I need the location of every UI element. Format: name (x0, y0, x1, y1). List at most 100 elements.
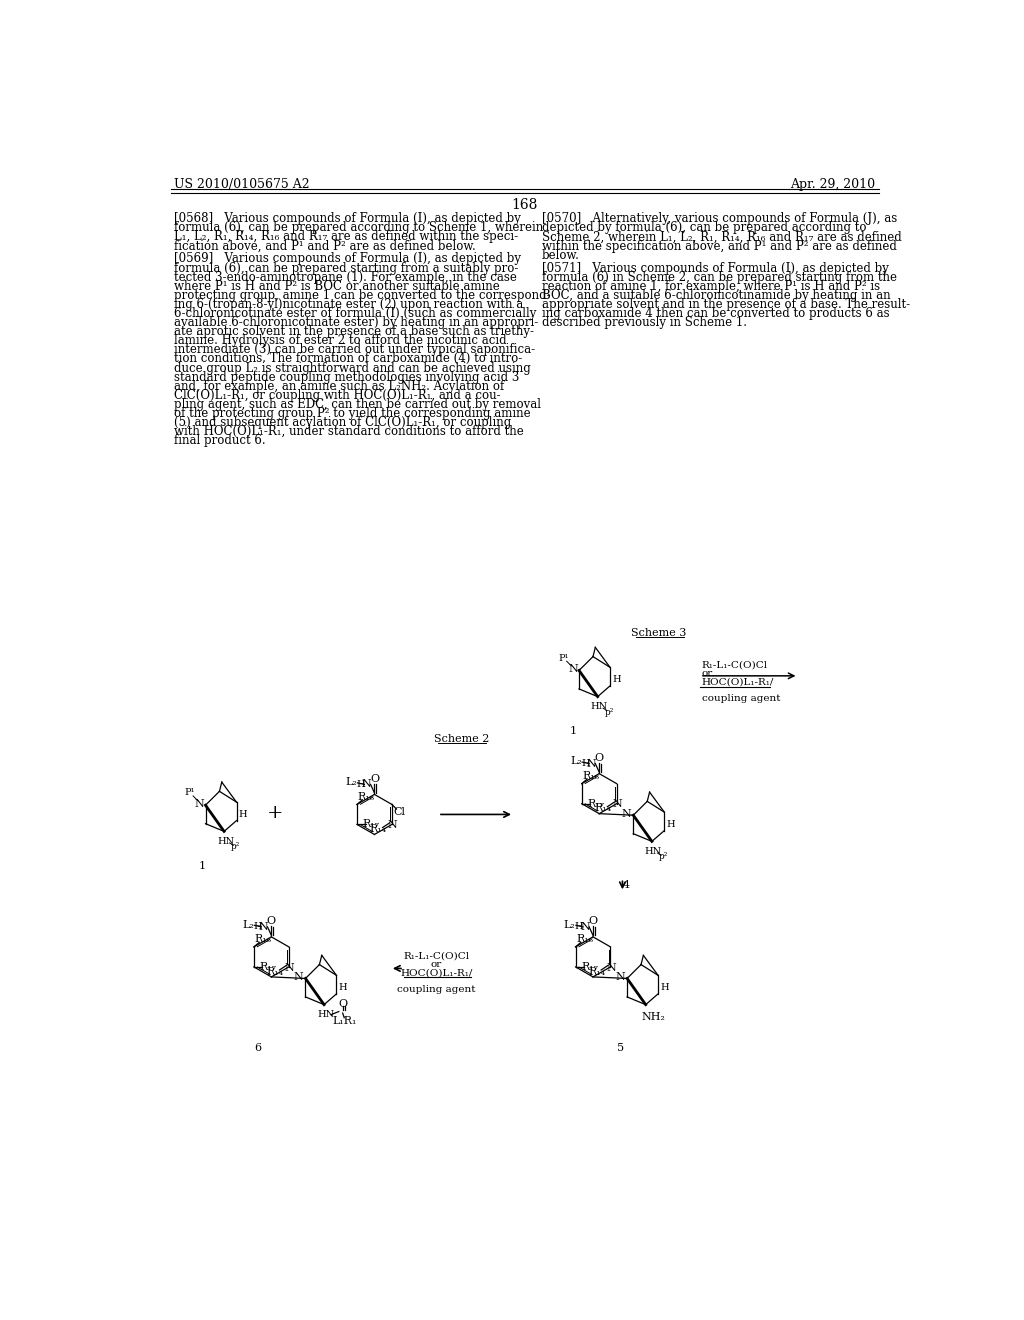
Text: reaction of amine 1, for example, where P¹ is H and P² is: reaction of amine 1, for example, where … (542, 280, 880, 293)
Text: coupling agent: coupling agent (397, 985, 476, 994)
Text: tion conditions. The formation of carboxamide (4) to intro-: tion conditions. The formation of carbox… (174, 352, 522, 366)
Text: R₁₆: R₁₆ (357, 792, 375, 801)
Text: N: N (615, 972, 625, 982)
Text: N: N (259, 921, 268, 932)
Text: ate aprotic solvent in the presence of a base such as triethy-: ate aprotic solvent in the presence of a… (174, 325, 535, 338)
Text: or: or (701, 669, 713, 678)
Text: HOC(O)L₁-R₁/: HOC(O)L₁-R₁/ (701, 677, 774, 686)
Text: N: N (612, 800, 623, 809)
Text: fication above, and P¹ and P² are as defined below.: fication above, and P¹ and P² are as def… (174, 239, 476, 252)
Text: 168: 168 (512, 198, 538, 213)
Text: P¹: P¹ (184, 788, 196, 797)
Text: where P¹ is H and P² is BOC or another suitable amine: where P¹ is H and P² is BOC or another s… (174, 280, 501, 293)
Text: N: N (568, 664, 578, 675)
Text: O: O (595, 754, 604, 763)
Text: ing carboxamide 4 then can be converted to products 6 as: ing carboxamide 4 then can be converted … (542, 308, 890, 319)
Text: N: N (581, 921, 590, 932)
Text: P¹: P¹ (558, 653, 568, 663)
Text: HN: HN (645, 847, 662, 855)
Text: [0571]   Various compounds of Formula (I), as depicted by: [0571] Various compounds of Formula (I),… (542, 261, 889, 275)
Text: L₂: L₂ (243, 920, 254, 929)
Text: O: O (267, 916, 275, 927)
Text: N: N (361, 779, 372, 789)
Text: H: H (660, 983, 669, 993)
Text: H: H (667, 820, 675, 829)
Text: described previously in Scheme 1.: described previously in Scheme 1. (542, 315, 746, 329)
Text: (5) and subsequent acylation of ClC(O)L₁-R₁, or coupling: (5) and subsequent acylation of ClC(O)L₁… (174, 416, 512, 429)
Text: lamine. Hydrolysis of ester 2 to afford the nicotinic acid: lamine. Hydrolysis of ester 2 to afford … (174, 334, 507, 347)
Text: coupling agent: coupling agent (701, 694, 780, 704)
Text: standard peptide coupling methodologies involving acid 3: standard peptide coupling methodologies … (174, 371, 520, 384)
Text: HN: HN (317, 1010, 334, 1019)
Text: R₁₇: R₁₇ (362, 820, 380, 829)
Text: R₁-L₁-C(O)Cl: R₁-L₁-C(O)Cl (701, 660, 768, 669)
Text: available 6-chloronicotinate ester) by heating in an appropri-: available 6-chloronicotinate ester) by h… (174, 315, 539, 329)
Text: R₁₇: R₁₇ (259, 962, 276, 972)
Text: H: H (581, 759, 590, 768)
Text: R₁-L₁-C(O)Cl: R₁-L₁-C(O)Cl (403, 952, 470, 961)
Text: final product 6.: final product 6. (174, 434, 266, 447)
Text: R₁₄: R₁₄ (266, 966, 284, 977)
Text: appropriate solvent and in the presence of a base. The result-: appropriate solvent and in the presence … (542, 298, 910, 312)
Text: N: N (294, 972, 303, 982)
Text: Cl: Cl (393, 807, 406, 817)
Text: N: N (606, 962, 616, 973)
Text: N: N (285, 962, 295, 973)
Text: HN: HN (217, 837, 234, 846)
Text: [0568]   Various compounds of Formula (I), as depicted by: [0568] Various compounds of Formula (I),… (174, 213, 521, 226)
Text: O: O (338, 999, 347, 1008)
Text: protecting group, amine 1 can be converted to the correspond-: protecting group, amine 1 can be convert… (174, 289, 551, 302)
Text: H: H (253, 923, 262, 932)
Text: R₁₆: R₁₆ (583, 771, 600, 781)
Text: formula (6), can be prepared according to Scheme 1, wherein: formula (6), can be prepared according t… (174, 222, 544, 235)
Text: of the protecting group P² to yield the corresponding amine: of the protecting group P² to yield the … (174, 407, 531, 420)
Text: L₂: L₂ (345, 777, 357, 787)
Text: R₁₇: R₁₇ (587, 799, 604, 809)
Text: depicted by formula (6), can be prepared according to: depicted by formula (6), can be prepared… (542, 222, 866, 235)
Text: N: N (195, 799, 204, 809)
Text: H: H (356, 780, 365, 789)
Text: BOC, and a suitable 6-chloronicotinamide by heating in an: BOC, and a suitable 6-chloronicotinamide… (542, 289, 891, 302)
Text: 6-chloronicotinate ester of formula (I) (such as commercially: 6-chloronicotinate ester of formula (I) … (174, 308, 537, 319)
Text: pling agent, such as EDC, can then be carried out by removal: pling agent, such as EDC, can then be ca… (174, 397, 542, 411)
Text: formula (6) in Scheme 2, can be prepared starting from the: formula (6) in Scheme 2, can be prepared… (542, 271, 897, 284)
Text: [0570]   Alternatively, various compounds of Formula (J), as: [0570] Alternatively, various compounds … (542, 213, 897, 226)
Text: R₁₆: R₁₆ (255, 935, 271, 944)
Text: O: O (589, 916, 598, 927)
Text: L₂: L₂ (564, 920, 575, 929)
Text: formula (6), can be prepared starting from a suitably pro-: formula (6), can be prepared starting fr… (174, 261, 519, 275)
Text: [0569]   Various compounds of Formula (I), as depicted by: [0569] Various compounds of Formula (I),… (174, 252, 521, 265)
Text: 4: 4 (623, 880, 630, 890)
Text: L₁R₁: L₁R₁ (332, 1016, 356, 1026)
Text: US 2010/0105675 A2: US 2010/0105675 A2 (174, 178, 310, 190)
Text: and, for example, an amine such as L₂NH₂. Acylation of: and, for example, an amine such as L₂NH₂… (174, 380, 505, 392)
Text: intermediate (3) can be carried out under typical saponifica-: intermediate (3) can be carried out unde… (174, 343, 536, 356)
Text: Apr. 29, 2010: Apr. 29, 2010 (790, 178, 876, 190)
Text: H: H (239, 810, 247, 818)
Text: Scheme 3: Scheme 3 (631, 628, 686, 638)
Text: with HOC(O)L₁-R₁, under standard conditions to afford the: with HOC(O)L₁-R₁, under standard conditi… (174, 425, 524, 438)
Text: HN: HN (591, 702, 608, 711)
Text: 6: 6 (254, 1043, 261, 1053)
Text: or: or (431, 960, 442, 969)
Text: N: N (388, 820, 397, 830)
Text: Scheme 2: Scheme 2 (433, 734, 488, 744)
Text: NH₂: NH₂ (641, 1012, 666, 1022)
Text: p²: p² (604, 708, 614, 717)
Text: H: H (574, 923, 584, 932)
Text: L₂: L₂ (570, 756, 582, 767)
Text: N: N (587, 759, 596, 768)
Text: ClC(O)L₁-R₁, or coupling with HOC(O)L₁-R₁, and a cou-: ClC(O)L₁-R₁, or coupling with HOC(O)L₁-R… (174, 389, 501, 401)
Text: R₁₆: R₁₆ (577, 935, 594, 944)
Text: N: N (622, 809, 631, 818)
Text: p²: p² (231, 842, 241, 851)
Text: 1: 1 (570, 726, 578, 735)
Text: R₁₄: R₁₄ (594, 804, 611, 813)
Text: p²: p² (658, 853, 669, 861)
Text: below.: below. (542, 248, 580, 261)
Text: Scheme 2, wherein L₁, L₂, R₁, R₁₄, R₁₆ and R₁₇ are as defined: Scheme 2, wherein L₁, L₂, R₁, R₁₄, R₁₆ a… (542, 231, 901, 243)
Text: HOC(O)L₁-R₁/: HOC(O)L₁-R₁/ (400, 969, 473, 977)
Text: L₁, L₂, R₁, R₁₄, R₁₆ and R₁₇ are as defined within the speci-: L₁, L₂, R₁, R₁₄, R₁₆ and R₁₇ are as defi… (174, 231, 518, 243)
Text: within the specification above, and P¹ and P² are as defined: within the specification above, and P¹ a… (542, 239, 897, 252)
Text: tected 3-endo-aminotropane (1). For example, in the case: tected 3-endo-aminotropane (1). For exam… (174, 271, 517, 284)
